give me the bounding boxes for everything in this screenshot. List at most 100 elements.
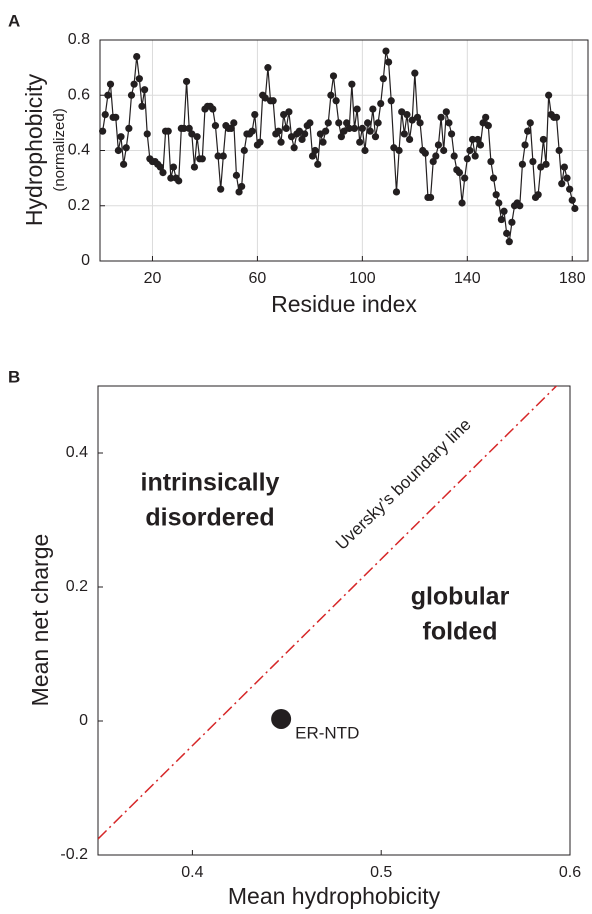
data-point: [558, 180, 566, 188]
data-point: [466, 146, 474, 155]
data-point: [571, 204, 579, 213]
data-point: [552, 113, 561, 121]
data-point: [461, 174, 469, 182]
data-point: [364, 119, 372, 127]
data-point: [264, 64, 272, 72]
data-point: [353, 105, 361, 113]
line-label: Uversky’s boundary line: [332, 415, 475, 554]
data-point: [413, 113, 422, 121]
data-point: [484, 122, 492, 130]
data-point: [337, 133, 345, 141]
region-label: intrinsically: [141, 469, 280, 497]
y-tick-label: 0: [81, 252, 90, 269]
panel-label: A: [8, 11, 20, 30]
data-point: [214, 152, 222, 160]
y-tick-label: 0.4: [68, 142, 90, 159]
data-point: [190, 163, 199, 171]
data-point: [298, 135, 306, 144]
data-point: [180, 124, 188, 132]
data-point: [474, 135, 482, 144]
data-point: [248, 127, 256, 135]
data-point: [545, 91, 553, 99]
data-point: [348, 80, 356, 88]
data-point: [405, 135, 414, 144]
data-point: [350, 124, 359, 132]
data-point: [411, 69, 419, 77]
data-point: [387, 97, 395, 105]
x-tick-label: 0.6: [559, 864, 581, 881]
x-tick-label: 180: [559, 270, 586, 287]
data-point: [445, 119, 453, 127]
data-point: [99, 127, 107, 135]
data-point: [555, 146, 563, 155]
data-point: [447, 130, 456, 138]
data-point: [382, 47, 390, 55]
x-tick-label: 20: [144, 270, 162, 287]
data-point: [169, 163, 178, 171]
data-point: [198, 155, 206, 163]
data-point: [329, 72, 338, 80]
data-point: [277, 138, 285, 146]
data-point: [227, 124, 235, 132]
data-point: [403, 110, 411, 119]
data-point: [104, 91, 112, 99]
data-point: [492, 191, 500, 199]
data-point: [379, 75, 387, 83]
data-point: [566, 185, 574, 193]
region-label: disordered: [145, 504, 274, 532]
y-tick-label: 0: [79, 712, 88, 729]
data-point: [489, 174, 498, 182]
data-point: [238, 182, 246, 191]
x-axis-label: Residue index: [271, 291, 417, 317]
data-point: [400, 130, 408, 138]
data-point: [392, 188, 401, 196]
data-point: [211, 122, 220, 130]
boundary-line: [98, 386, 558, 840]
y-tick-label: 0.2: [66, 578, 88, 595]
data-point: [135, 75, 143, 83]
panel-label: B: [8, 367, 20, 386]
data-point: [117, 133, 125, 141]
data-point: [285, 108, 293, 116]
point-label: ER-NTD: [295, 723, 359, 742]
data-point: [421, 149, 429, 157]
y-axis-label: Mean net charge: [27, 534, 53, 707]
data-point: [458, 199, 466, 207]
x-tick-label: 60: [249, 270, 267, 287]
y-tick-label: 0.8: [68, 31, 90, 48]
data-point: [335, 119, 343, 127]
data-point: [508, 218, 516, 226]
data-point: [322, 127, 330, 135]
plot-frame: [99, 39, 589, 262]
data-point: [487, 157, 495, 166]
x-tick-label: 0.5: [370, 864, 392, 881]
data-point: [120, 160, 128, 168]
data-point: [366, 127, 374, 135]
data-point: [230, 119, 238, 127]
data-point: [311, 146, 319, 155]
data-point: [345, 124, 353, 132]
data-point: [440, 146, 448, 155]
data-point: [505, 238, 513, 246]
data-point: [274, 127, 283, 135]
data-point: [371, 133, 380, 141]
data-point: [232, 171, 241, 179]
data-point: [542, 160, 550, 168]
y-tick-label: 0.2: [68, 197, 90, 214]
data-point: [308, 152, 317, 160]
data-point: [426, 193, 435, 202]
data-point: [429, 157, 437, 166]
data-point: [539, 135, 547, 144]
data-point: [164, 127, 172, 135]
data-point: [361, 146, 369, 155]
data-point: [524, 127, 532, 135]
data-point: [127, 91, 136, 99]
data-point: [301, 130, 309, 138]
data-point: [395, 146, 403, 155]
data-point: [526, 119, 534, 127]
data-point: [521, 141, 529, 149]
y-tick-label: -0.2: [60, 846, 88, 863]
data-point: [529, 157, 537, 166]
data-point: [432, 152, 440, 160]
